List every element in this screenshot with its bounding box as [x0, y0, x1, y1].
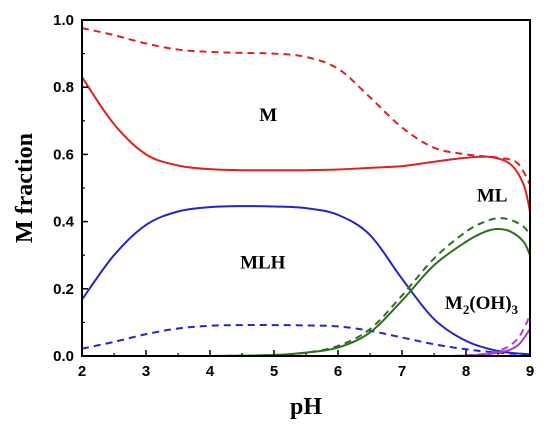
y-axis-title: M fraction	[12, 133, 38, 243]
annotation-label: M	[259, 105, 277, 126]
series-line-m-solid	[82, 76, 530, 212]
annotation-label: M2(OH)3	[445, 293, 519, 317]
series-line-mlh-solid	[82, 205, 530, 356]
series-line-m-dashed	[82, 27, 530, 186]
y-tick-label: 0.8	[53, 79, 74, 96]
y-tick-label: 0.2	[53, 281, 74, 298]
series-line-m2oh3-dashed	[82, 315, 530, 356]
x-tick-label: 4	[206, 363, 215, 380]
annotation-label: MLH	[240, 253, 286, 274]
annotation-layer: M MLH ML M2(OH)3	[240, 105, 518, 317]
x-tick-label: 5	[270, 363, 278, 380]
y-tick-label: 1.0	[53, 12, 74, 29]
y-tick-label: 0.4	[53, 214, 75, 231]
series-line-ml-dashed	[82, 217, 530, 356]
x-tick-label: 2	[78, 363, 86, 380]
x-tick-label: 3	[142, 363, 150, 380]
series-line-mlh-dashed	[82, 324, 530, 356]
y-tick-label: 0.0	[53, 348, 74, 365]
y-tick-label: 0.6	[53, 146, 74, 163]
annotation-label: ML	[477, 185, 508, 206]
x-tick-label: 7	[398, 363, 406, 380]
tick-layer: 2 3 4 5 6 7 8 9 0.0 0.2 0.4 0.6 0.8 1.0	[53, 12, 534, 380]
x-axis-title: pH	[290, 394, 322, 420]
x-tick-label: 9	[526, 363, 534, 380]
x-tick-label: 6	[334, 363, 342, 380]
x-tick-label: 8	[462, 363, 470, 380]
